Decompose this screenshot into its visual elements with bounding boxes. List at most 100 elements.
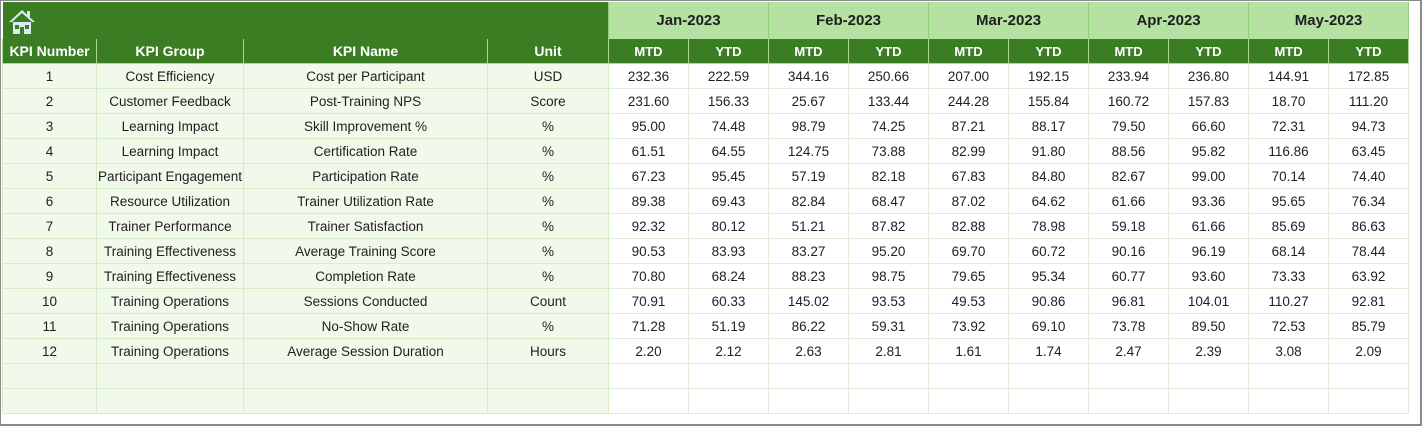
- mtd-value-cell[interactable]: 244.28: [928, 88, 1010, 114]
- mtd-value-cell[interactable]: 92.32: [608, 213, 689, 239]
- mtd-value-cell[interactable]: 18.70: [1248, 88, 1330, 114]
- mtd-value-cell[interactable]: 72.53: [1248, 313, 1330, 339]
- mtd-value-cell[interactable]: 3.08: [1248, 338, 1330, 364]
- mtd-value-cell[interactable]: 82.84: [768, 188, 849, 214]
- unit-cell[interactable]: Hours: [487, 338, 609, 364]
- empty-cell[interactable]: [928, 363, 1010, 389]
- ytd-value-cell[interactable]: 68.47: [847, 188, 930, 214]
- mtd-value-cell[interactable]: 61.66: [1088, 188, 1170, 214]
- kpi-group-cell[interactable]: Participant Engagement: [96, 163, 244, 189]
- empty-cell[interactable]: [1088, 388, 1170, 414]
- mtd-value-cell[interactable]: 82.99: [928, 138, 1010, 164]
- kpi-group-cell[interactable]: Training Effectiveness: [96, 263, 244, 289]
- mtd-value-cell[interactable]: 86.22: [768, 313, 849, 339]
- ytd-value-cell[interactable]: 111.20: [1328, 88, 1410, 114]
- kpi-number-cell[interactable]: 9: [2, 263, 97, 289]
- mtd-value-cell[interactable]: 70.91: [608, 288, 689, 314]
- mtd-value-cell[interactable]: 344.16: [768, 63, 849, 89]
- ytd-value-cell[interactable]: 68.24: [688, 263, 769, 289]
- mtd-value-cell[interactable]: 96.81: [1088, 288, 1170, 314]
- ytd-value-cell[interactable]: 94.73: [1328, 113, 1410, 139]
- ytd-value-cell[interactable]: 78.44: [1328, 238, 1410, 264]
- ytd-value-cell[interactable]: 95.45: [688, 163, 769, 189]
- kpi-name-cell[interactable]: Post-Training NPS: [243, 88, 488, 114]
- mtd-value-cell[interactable]: 51.21: [768, 213, 849, 239]
- ytd-value-cell[interactable]: 236.80: [1168, 63, 1250, 89]
- ytd-value-cell[interactable]: 84.80: [1008, 163, 1090, 189]
- mtd-value-cell[interactable]: 89.38: [608, 188, 689, 214]
- ytd-value-cell[interactable]: 82.18: [847, 163, 930, 189]
- mtd-value-cell[interactable]: 2.63: [768, 338, 849, 364]
- kpi-number-cell[interactable]: 4: [2, 138, 97, 164]
- ytd-value-cell[interactable]: 59.31: [847, 313, 930, 339]
- mtd-value-cell[interactable]: 67.83: [928, 163, 1010, 189]
- mtd-value-cell[interactable]: 69.70: [928, 238, 1010, 264]
- mtd-value-cell[interactable]: 124.75: [768, 138, 849, 164]
- empty-cell[interactable]: [243, 388, 488, 414]
- ytd-value-cell[interactable]: 69.43: [688, 188, 769, 214]
- ytd-value-cell[interactable]: 74.48: [688, 113, 769, 139]
- unit-cell[interactable]: USD: [487, 63, 609, 89]
- ytd-value-cell[interactable]: 63.45: [1328, 138, 1410, 164]
- ytd-value-cell[interactable]: 96.19: [1168, 238, 1250, 264]
- unit-cell[interactable]: %: [487, 213, 609, 239]
- mtd-value-cell[interactable]: 233.94: [1088, 63, 1170, 89]
- unit-cell[interactable]: %: [487, 163, 609, 189]
- kpi-group-cell[interactable]: Training Effectiveness: [96, 238, 244, 264]
- mtd-value-cell[interactable]: 73.92: [928, 313, 1010, 339]
- ytd-value-cell[interactable]: 156.33: [688, 88, 769, 114]
- mtd-value-cell[interactable]: 82.88: [928, 213, 1010, 239]
- ytd-value-cell[interactable]: 76.34: [1328, 188, 1410, 214]
- kpi-group-cell[interactable]: Learning Impact: [96, 138, 244, 164]
- empty-cell[interactable]: [768, 388, 849, 414]
- mtd-value-cell[interactable]: 98.79: [768, 113, 849, 139]
- empty-cell[interactable]: [847, 388, 930, 414]
- ytd-value-cell[interactable]: 83.93: [688, 238, 769, 264]
- mtd-value-cell[interactable]: 83.27: [768, 238, 849, 264]
- mtd-value-cell[interactable]: 68.14: [1248, 238, 1330, 264]
- ytd-value-cell[interactable]: 157.83: [1168, 88, 1250, 114]
- mtd-value-cell[interactable]: 85.69: [1248, 213, 1330, 239]
- mtd-value-cell[interactable]: 90.53: [608, 238, 689, 264]
- ytd-value-cell[interactable]: 93.53: [847, 288, 930, 314]
- empty-cell[interactable]: [608, 363, 689, 389]
- empty-cell[interactable]: [487, 363, 609, 389]
- kpi-group-cell[interactable]: Training Operations: [96, 288, 244, 314]
- ytd-value-cell[interactable]: 98.75: [847, 263, 930, 289]
- mtd-value-cell[interactable]: 90.16: [1088, 238, 1170, 264]
- kpi-name-cell[interactable]: Certification Rate: [243, 138, 488, 164]
- ytd-value-cell[interactable]: 92.81: [1328, 288, 1410, 314]
- kpi-name-cell[interactable]: Average Training Score: [243, 238, 488, 264]
- ytd-value-cell[interactable]: 61.66: [1168, 213, 1250, 239]
- mtd-value-cell[interactable]: 160.72: [1088, 88, 1170, 114]
- home-icon[interactable]: [7, 7, 37, 37]
- ytd-value-cell[interactable]: 73.88: [847, 138, 930, 164]
- mtd-value-cell[interactable]: 73.33: [1248, 263, 1330, 289]
- empty-cell[interactable]: [1248, 363, 1330, 389]
- kpi-number-cell[interactable]: 12: [2, 338, 97, 364]
- ytd-value-cell[interactable]: 91.80: [1008, 138, 1090, 164]
- ytd-value-cell[interactable]: 99.00: [1168, 163, 1250, 189]
- ytd-value-cell[interactable]: 64.55: [688, 138, 769, 164]
- ytd-value-cell[interactable]: 172.85: [1328, 63, 1410, 89]
- empty-cell[interactable]: [1328, 388, 1410, 414]
- ytd-value-cell[interactable]: 192.15: [1008, 63, 1090, 89]
- mtd-value-cell[interactable]: 2.20: [608, 338, 689, 364]
- kpi-number-cell[interactable]: 1: [2, 63, 97, 89]
- kpi-name-cell[interactable]: Average Session Duration: [243, 338, 488, 364]
- empty-cell[interactable]: [1008, 388, 1090, 414]
- mtd-value-cell[interactable]: 49.53: [928, 288, 1010, 314]
- ytd-value-cell[interactable]: 222.59: [688, 63, 769, 89]
- kpi-number-cell[interactable]: 8: [2, 238, 97, 264]
- ytd-value-cell[interactable]: 2.81: [847, 338, 930, 364]
- empty-cell[interactable]: [1248, 388, 1330, 414]
- mtd-value-cell[interactable]: 71.28: [608, 313, 689, 339]
- ytd-value-cell[interactable]: 51.19: [688, 313, 769, 339]
- kpi-number-cell[interactable]: 11: [2, 313, 97, 339]
- kpi-group-cell[interactable]: Trainer Performance: [96, 213, 244, 239]
- mtd-value-cell[interactable]: 145.02: [768, 288, 849, 314]
- ytd-value-cell[interactable]: 95.34: [1008, 263, 1090, 289]
- empty-cell[interactable]: [2, 363, 97, 389]
- mtd-value-cell[interactable]: 25.67: [768, 88, 849, 114]
- empty-cell[interactable]: [608, 388, 689, 414]
